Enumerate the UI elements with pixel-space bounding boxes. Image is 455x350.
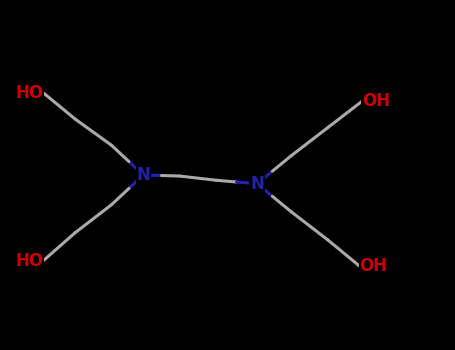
Text: HO: HO xyxy=(15,252,43,270)
Text: OH: OH xyxy=(359,257,388,275)
Text: N: N xyxy=(250,175,264,193)
Text: OH: OH xyxy=(362,92,390,111)
Text: HO: HO xyxy=(15,84,43,102)
Text: N: N xyxy=(136,166,150,184)
